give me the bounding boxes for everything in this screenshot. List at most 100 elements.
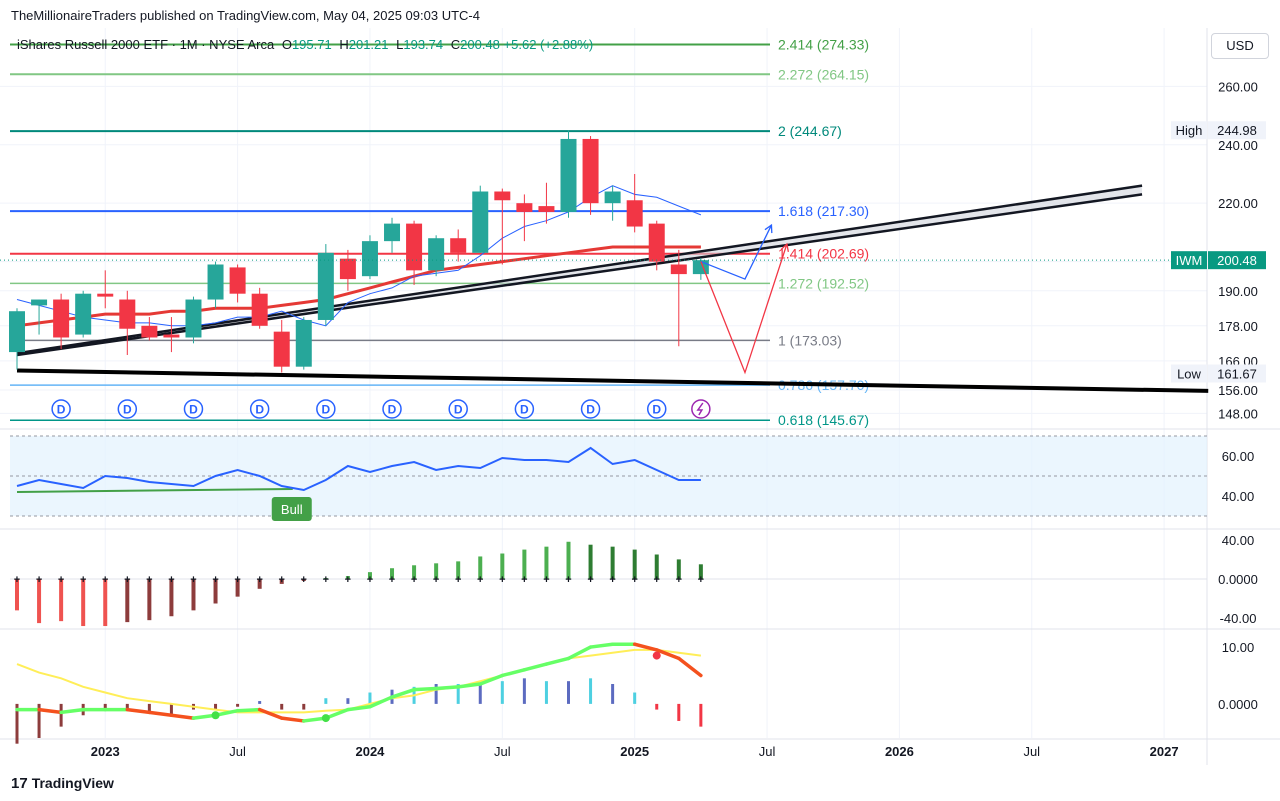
dividend-marker-label: D [388,403,397,417]
earnings-marker-icon [691,399,711,419]
histogram-cross-marker: + [124,574,130,586]
open-label: O [281,37,292,52]
candle-body [560,138,577,212]
histogram-cross-marker: + [345,574,351,586]
histogram-bar [632,549,637,579]
momentum-histogram-bar [324,698,328,704]
histogram-bar [610,546,615,579]
price-tag-name: High [1176,123,1203,138]
momentum-axis-tick: 0.0000 [1218,697,1258,712]
momentum-main-line-segment [125,707,152,715]
dividend-marker-label: D [189,403,198,417]
candle-body [251,293,268,326]
histogram-cross-marker: + [543,574,549,586]
momentum-histogram-bar [15,703,19,744]
price-tag-value: 200.48 [1217,253,1257,268]
histogram-cross-marker: + [58,574,64,586]
histogram-bar [37,579,42,624]
candle-body [207,264,224,300]
momentum-histogram-bar [589,678,593,704]
symbol-description: iShares Russell 2000 ETF · 1M · NYSE Arc… [17,37,275,52]
histogram-cross-marker: + [14,574,20,586]
candle-body [97,293,114,297]
momentum-histogram-bar [456,684,460,704]
histogram-cross-marker: + [698,574,704,586]
momentum-histogram-bar [567,681,570,704]
candle-body [516,203,533,212]
momentum-histogram-bar [59,703,63,727]
momentum-main-line-segment [169,713,196,720]
histogram-cross-marker: + [654,574,660,586]
momentum-histogram-bar [500,681,504,704]
histogram-cross-marker: + [565,574,571,586]
momentum-histogram-bar [368,692,372,704]
momentum-main-line-segment [434,685,460,691]
lightning-icon [696,402,704,416]
momentum-histogram-bar [544,681,548,704]
histogram-bar [566,541,571,579]
candle-body [472,191,489,253]
histogram-cross-marker: + [80,574,86,586]
close-value: 200.48 [460,37,500,52]
histogram-bar [279,579,284,584]
fib-level-label: 2.414 (274.33) [778,37,869,53]
momentum-main-line-segment [235,707,262,713]
momentum-histogram-bar [37,703,41,738]
momentum-histogram-bar [346,698,350,704]
momentum-main-line-segment [522,662,549,672]
fib-level-label: 2 (244.67) [778,123,842,139]
time-axis-tick: 2023 [91,744,120,759]
histogram-cross-marker: + [36,574,42,586]
histogram-bar [522,549,527,579]
histogram-bar [191,579,196,611]
dividend-marker-icon [514,399,535,419]
rsi-band-fill [10,436,1207,516]
candle-body [428,238,445,271]
histogram-axis-tick: -40.00 [1220,611,1257,626]
histogram-bar [588,544,593,579]
momentum-main-line-segment [456,682,483,689]
red-projection-arrowhead [780,242,790,253]
tradingview-mark-icon: 17 [11,775,28,792]
momentum-main-line-segment [478,673,505,686]
dividend-marker-label: D [586,403,595,417]
histogram-bar [301,579,306,581]
histogram-bar [456,561,461,579]
histogram-bar [169,579,174,617]
bull-label-box [271,497,312,521]
change-value: +5.62 (+2.88%) [503,37,594,52]
red-projection-path [700,243,788,375]
time-axis-tick: 2025 [620,744,649,759]
momentum-cross-dot [652,651,661,660]
histogram-cross-marker: + [190,574,196,586]
histogram-bar [676,559,681,579]
histogram-bar [345,576,350,579]
momentum-histogram-bar [478,684,482,704]
time-axis-tick: Jul [759,744,776,759]
momentum-histogram-bar [655,703,659,710]
time-axis-tick: 2026 [885,744,914,759]
candle-body [670,264,687,275]
dividend-marker-icon [448,399,468,419]
open-value: 195.71 [291,37,332,52]
histogram-cross-marker: + [499,574,505,586]
blue-projection-path [700,224,773,280]
tradingview-logo: 17 TradingView [11,775,114,792]
price-tag-name: IWM [1176,253,1203,268]
histogram-bar [698,564,703,579]
candle-body [494,191,511,201]
currency-button[interactable]: USD [1211,33,1269,59]
histogram-cross-marker: + [146,574,152,586]
histogram-cross-marker: + [631,574,637,586]
momentum-histogram-bar [434,684,438,704]
histogram-bar [103,579,108,627]
time-axis-tick: Jul [229,744,246,759]
candle-body [339,258,356,280]
low-label: L [396,37,404,52]
momentum-main-line-segment [412,686,438,692]
candle-body [75,293,92,335]
candle-body [361,241,378,277]
dividend-marker-icon [382,399,402,419]
histogram-cross-marker: + [587,574,593,586]
